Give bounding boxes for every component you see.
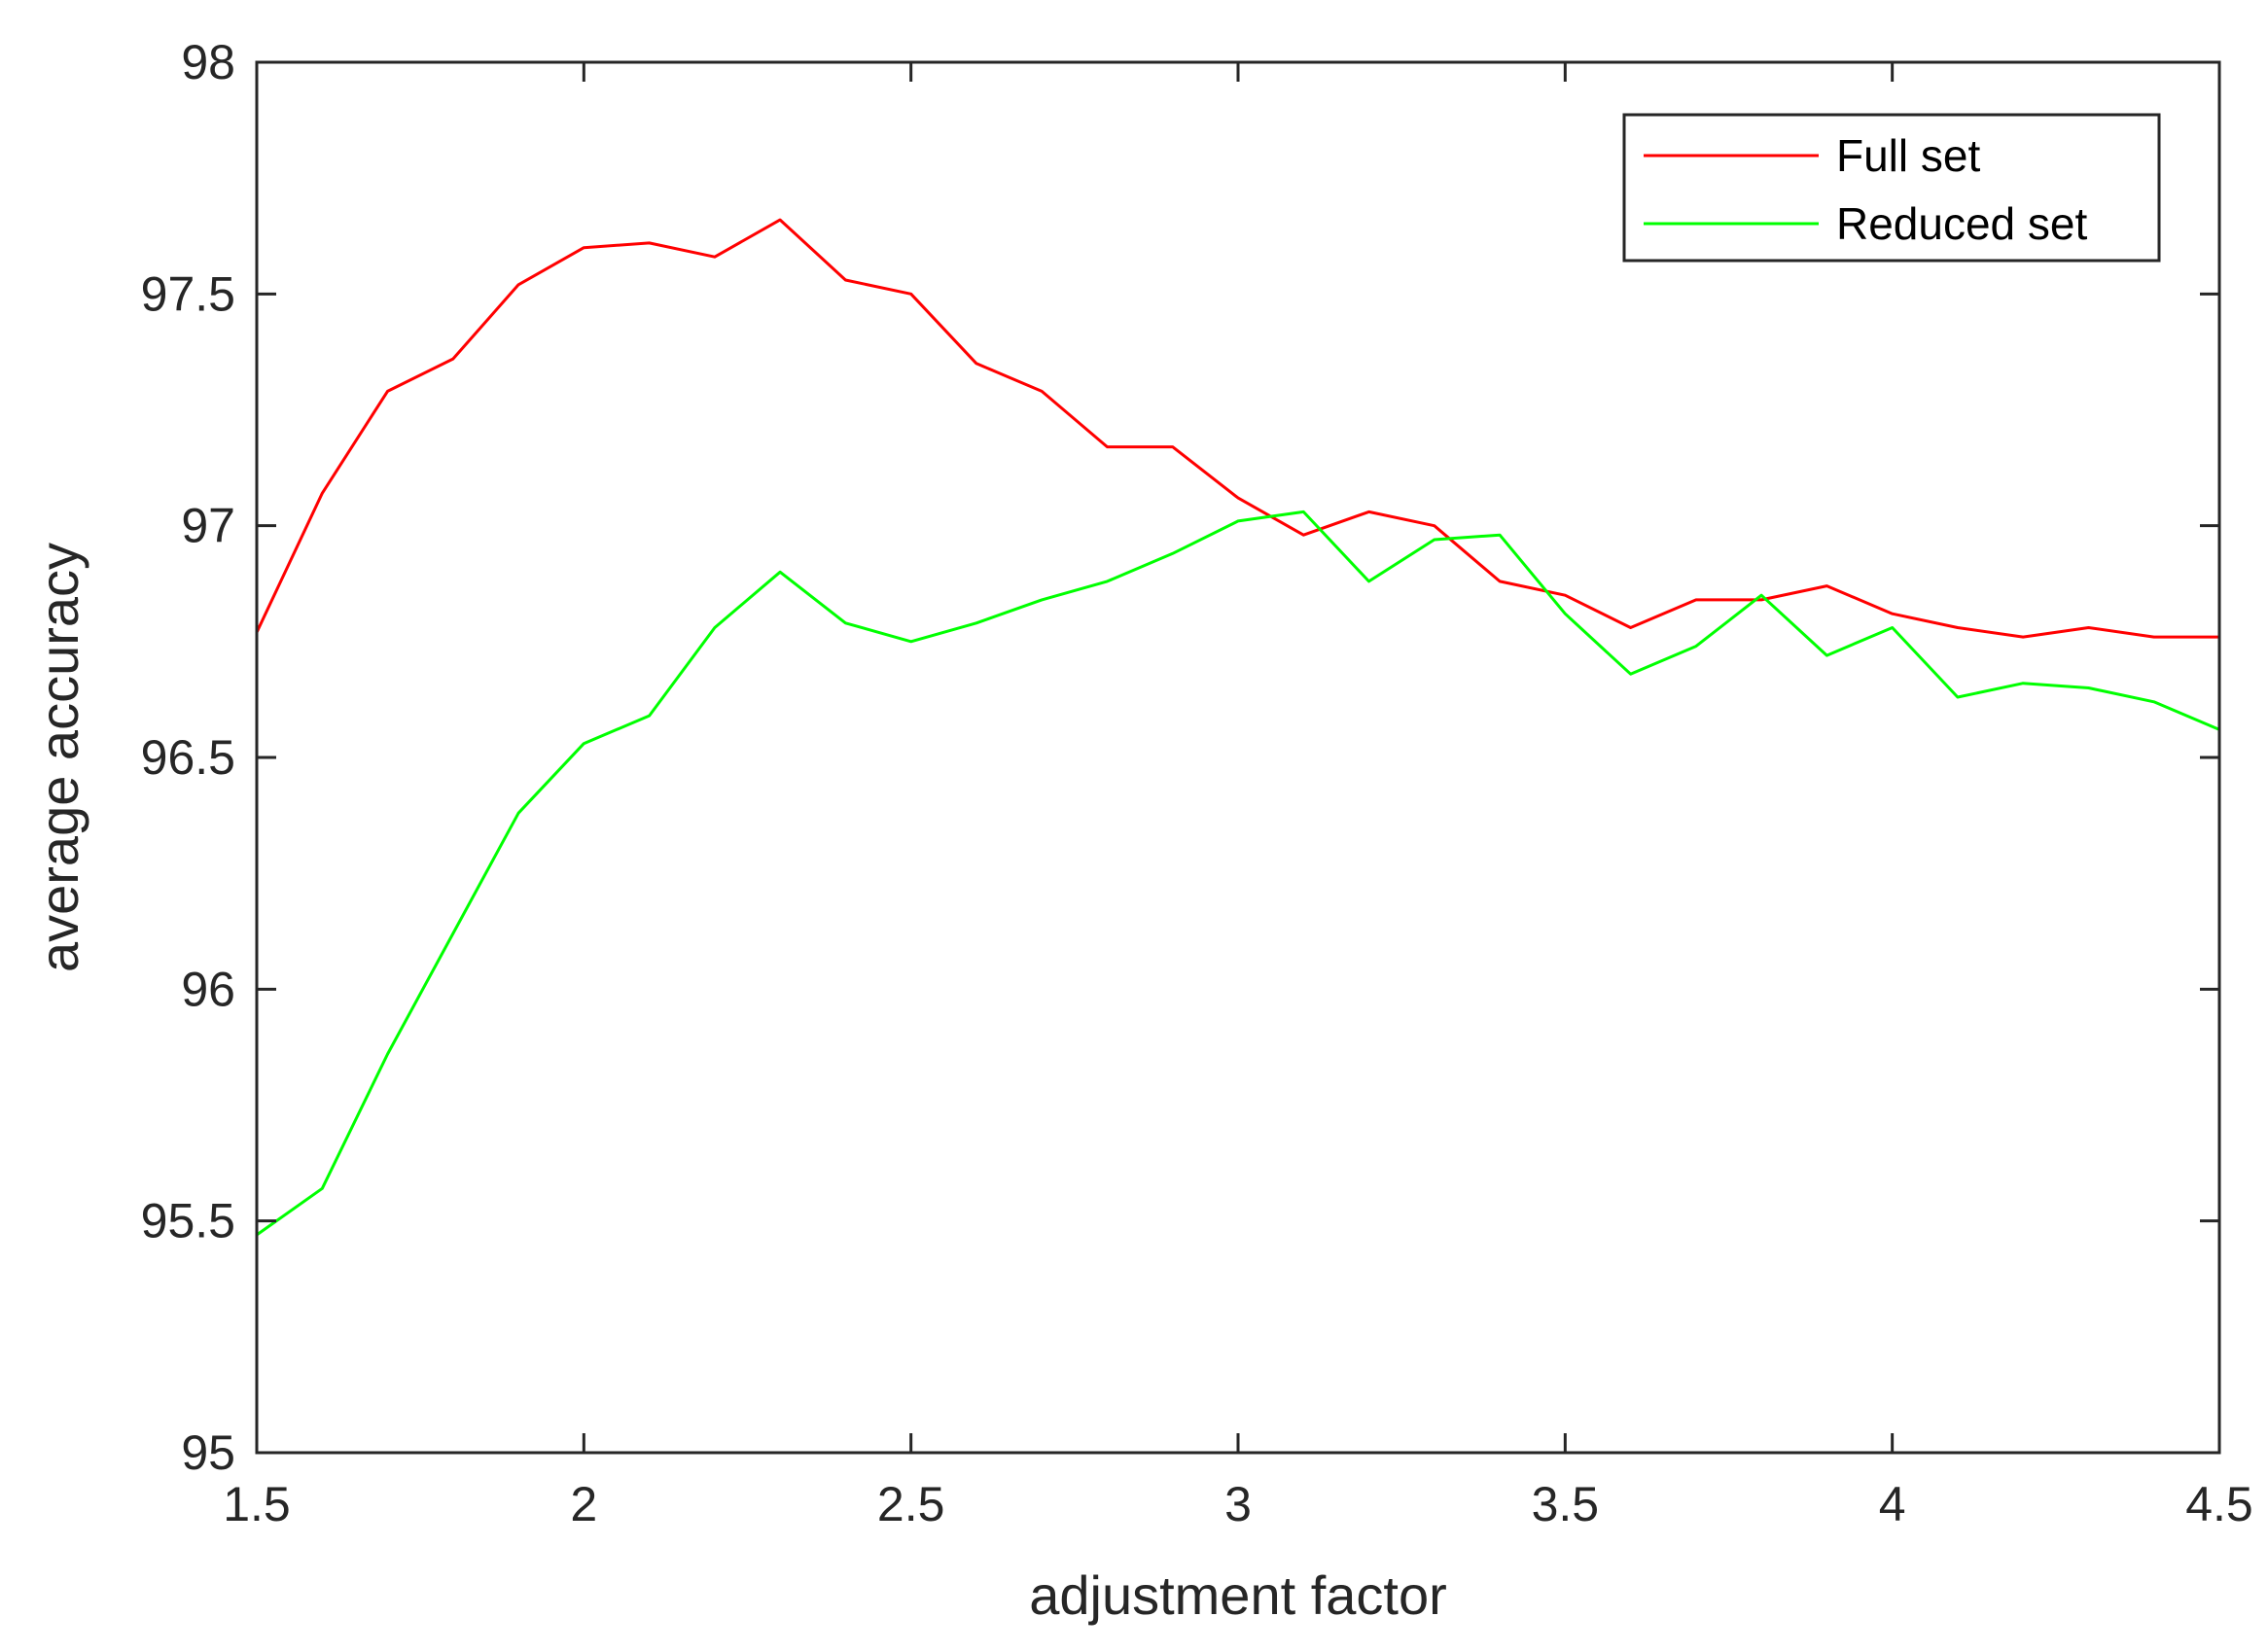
- x-tick-label: 4: [1879, 1477, 1906, 1531]
- y-tick-label: 96.5: [141, 730, 235, 785]
- legend-box: [1622, 113, 2161, 263]
- y-tick-label: 96: [181, 962, 235, 1016]
- y-tick-label: 95: [181, 1425, 235, 1480]
- y-tick-label: 97.5: [141, 266, 235, 321]
- series-line-full-set: [255, 218, 2219, 639]
- y-axis-label: average accuracy: [28, 543, 89, 972]
- x-tick-label: 1.5: [223, 1477, 291, 1531]
- legend: Full set Reduced set: [1622, 113, 2161, 263]
- x-tick-label: 2.5: [877, 1477, 945, 1531]
- x-axis-label: adjustment factor: [1029, 1564, 1447, 1626]
- y-tick-label: 97: [181, 499, 235, 553]
- x-tick-label: 3: [1224, 1477, 1252, 1531]
- series-line-reduced-set: [256, 510, 2220, 1237]
- x-tick-label: 4.5: [2185, 1477, 2253, 1531]
- plot-frame: [255, 60, 2221, 1455]
- legend-label: Reduced set: [1836, 198, 2087, 249]
- x-tick-label: 3.5: [1532, 1477, 1600, 1531]
- series-layer: [255, 218, 2220, 1237]
- y-tick-label: 95.5: [141, 1194, 235, 1248]
- y-tick-label: 98: [181, 35, 235, 89]
- legend-label: Full set: [1836, 130, 1980, 181]
- x-tick-label: 2: [570, 1477, 597, 1531]
- tick-labels-layer: 1.5 2 2.5 3 3.5 4 4.5 95 95.5 96 96.5 97 97.5 98: [141, 35, 2253, 1531]
- plot-area: [257, 62, 2219, 1453]
